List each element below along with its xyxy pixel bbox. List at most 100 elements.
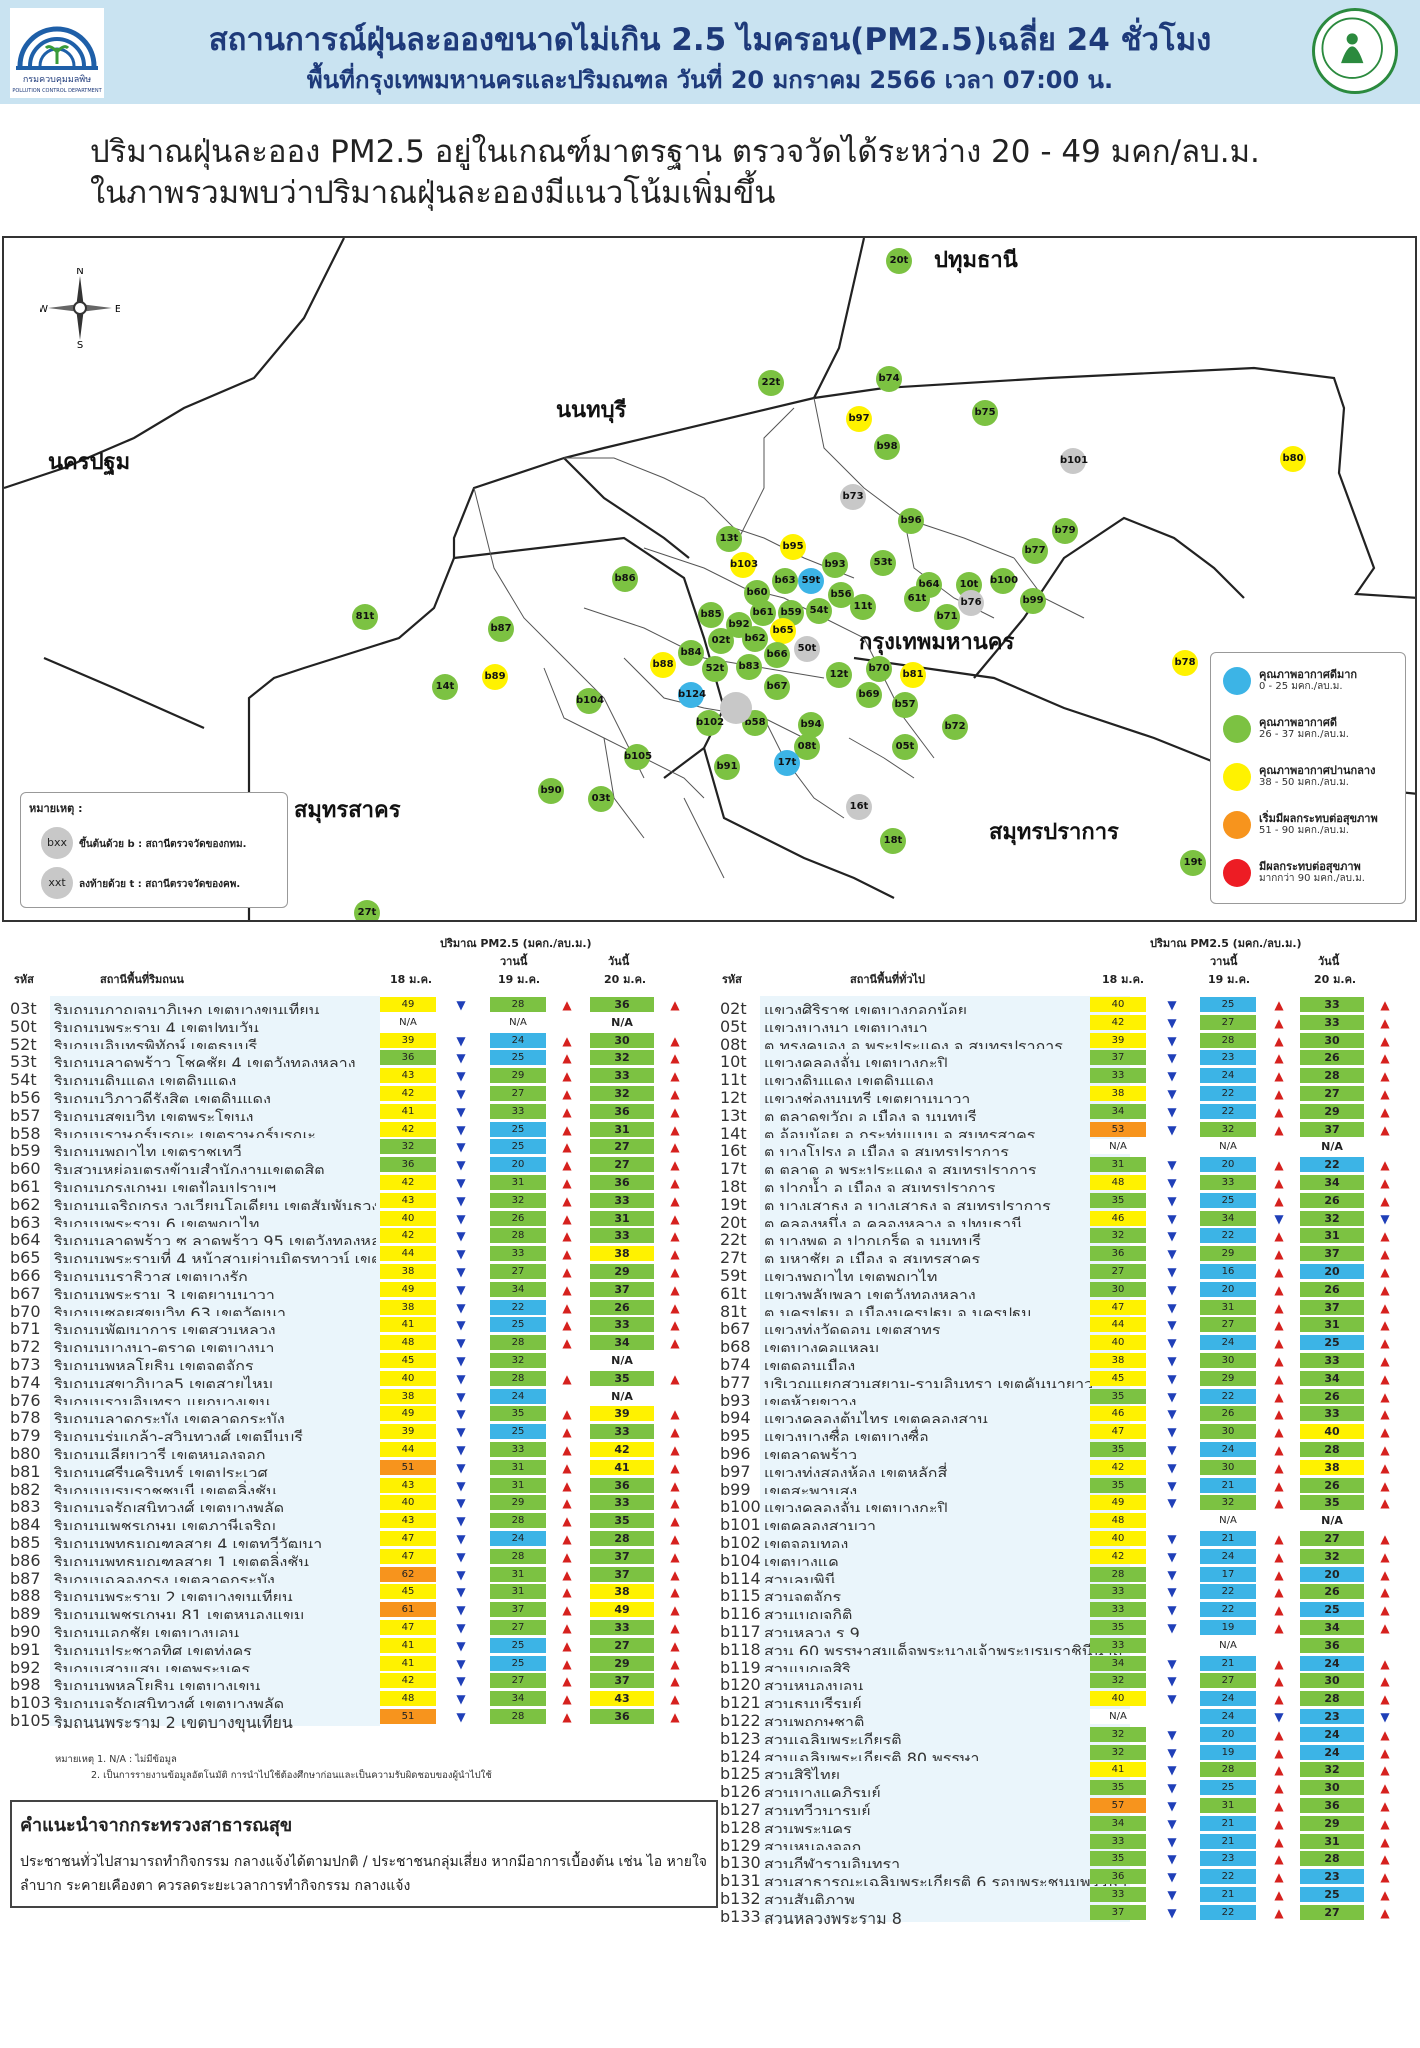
table-row: 20t ต.คลองหนึ่ง อ.คลองหลวง จ.ปทุมธานี 46 34… xyxy=(720,1209,1390,1234)
trend-up-icon: ▲ xyxy=(670,1051,680,1066)
station-code: b64 xyxy=(10,1230,41,1250)
row-background xyxy=(50,1636,380,1655)
pm25-value-d20: 22 xyxy=(1300,1157,1364,1173)
pm25-value-d19: 34 xyxy=(490,1281,546,1297)
row-background xyxy=(760,1636,1130,1655)
pm25-value-d20: 36 xyxy=(1300,1637,1364,1653)
pm25-value-d19: 27 xyxy=(1200,1673,1256,1689)
pm25-value-d19: 33 xyxy=(490,1442,546,1457)
pm25-value-d20: 33 xyxy=(590,1317,654,1333)
row-background xyxy=(50,1209,380,1228)
trend-up-icon: ▲ xyxy=(1274,1621,1284,1635)
pm25-value-d19: 30 xyxy=(1200,1459,1256,1475)
row-background xyxy=(760,1156,1130,1174)
trend-down-icon: ▼ xyxy=(1167,1443,1177,1457)
pm25-value-d19: 27 xyxy=(1200,1014,1256,1030)
pm25-value-d20: 26 xyxy=(1300,1192,1364,1208)
station-marker-b83: b83 xyxy=(736,654,762,680)
station-marker-54t: 54t xyxy=(806,598,832,624)
row-background xyxy=(760,1085,1130,1103)
station-code: 61t xyxy=(720,1283,747,1303)
trend-down-icon: ▼ xyxy=(456,1229,466,1244)
legend-swatch xyxy=(1223,811,1251,839)
pm25-value-d18: 37 xyxy=(1090,1050,1146,1066)
pm25-value-d20: 33 xyxy=(1300,997,1364,1012)
row-background xyxy=(50,1316,380,1335)
legend-swatch xyxy=(1223,763,1251,791)
trend-down-icon: ▼ xyxy=(1380,1710,1390,1724)
pm25-value-d20: 35 xyxy=(590,1513,654,1529)
table-row: b133 สวนหลวงพระราม 8 37 22 27 ▼ ▲ ▲ xyxy=(720,1903,1390,1928)
pm25-value-d20: 28 xyxy=(1300,1691,1364,1707)
trend-down-icon: ▼ xyxy=(1167,1104,1177,1119)
trend-down-icon: ▼ xyxy=(1167,1460,1177,1475)
legend-range: 51 - 90 มคก./ลบ.ม. xyxy=(1259,825,1349,836)
row-background xyxy=(50,1601,380,1619)
station-marker-b105: b105 xyxy=(624,744,652,770)
trend-up-icon: ▲ xyxy=(1274,1745,1284,1760)
station-code: b83 xyxy=(10,1497,41,1517)
legend-swatch xyxy=(1223,859,1251,887)
row-background xyxy=(50,996,380,1014)
trend-up-icon: ▲ xyxy=(1274,1336,1284,1351)
pm25-value-d19: 31 xyxy=(490,1584,546,1600)
station-marker-02t: 02t xyxy=(708,628,734,654)
pm25-value-d20: 32 xyxy=(590,1050,654,1066)
legend-range: มากกว่า 90 มคก./ลบ.ม. xyxy=(1259,873,1365,884)
pm25-value-d20: 37 xyxy=(590,1281,654,1297)
trend-up-icon: ▲ xyxy=(1274,1852,1284,1867)
pm25-value-d18: 38 xyxy=(1090,1086,1146,1101)
pm25-value-d20: N/A xyxy=(1300,1513,1364,1529)
table-row: b96 เขตลาดพร้าว 35 24 28 ▼ ▲ ▲ xyxy=(720,1441,1390,1465)
trend-up-icon: ▲ xyxy=(562,1692,572,1707)
pm25-value-d18: 36 xyxy=(380,1050,436,1066)
pm25-value-d18: 57 xyxy=(1090,1798,1146,1813)
trend-down-icon: ▼ xyxy=(456,1656,466,1671)
pm25-value-d18: 39 xyxy=(380,1032,436,1048)
trend-up-icon: ▲ xyxy=(1380,1193,1390,1208)
trend-up-icon: ▲ xyxy=(562,1247,572,1262)
pm25-value-d18: 42 xyxy=(380,1673,436,1689)
pm25-value-d19: 28 xyxy=(490,1335,546,1351)
pm25-value-d20: 33 xyxy=(590,1620,654,1635)
station-marker-81t: 81t xyxy=(352,604,378,630)
legend-title: เริ่มมีผลกระทบต่อสุขภาพ xyxy=(1259,812,1378,825)
table-row: b93 เขตห้วยขวาง 35 22 26 ▼ ▲ ▲ xyxy=(720,1387,1390,1412)
table-row: b128 สวนพระนคร 34 21 29 ▼ ▲ ▲ xyxy=(720,1814,1390,1839)
table-row: b88 ริมถนนพระราม 2 เขตบางขุนเทียน 45 31 38 ▼ ▲… xyxy=(10,1583,680,1607)
trend-up-icon: ▲ xyxy=(1380,998,1390,1012)
legend-range: 26 - 37 มคก./ลบ.ม. xyxy=(1259,729,1349,740)
province-label-samut-prakan: สมุทรปราการ xyxy=(989,820,1119,845)
pm25-value-d20: 36 xyxy=(590,1709,654,1724)
pm25-value-d19: 25 xyxy=(1200,997,1256,1012)
pm25-value-d20: 33 xyxy=(1300,1406,1364,1422)
trend-up-icon: ▲ xyxy=(1274,1496,1284,1511)
pm25-value-d19: 29 xyxy=(490,1495,546,1511)
table-row: b124 สวนเฉลิมพระเกียรติ 80 พรรษา 32 19 24 ▼ ▲ ▲ xyxy=(720,1743,1390,1768)
pm25-value-d20: 33 xyxy=(1300,1014,1364,1030)
trend-up-icon: ▲ xyxy=(1380,1300,1390,1315)
pm25-value-d19: 25 xyxy=(490,1121,546,1137)
row-background xyxy=(760,1814,1130,1833)
row-background xyxy=(50,1298,380,1317)
pm25-value-d19: 30 xyxy=(1200,1353,1256,1368)
trend-down-icon: ▼ xyxy=(1167,1247,1177,1262)
station-marker-b65: b65 xyxy=(770,618,796,644)
table-row: b103 ริมถนนจรัญสนิทวงศ์ เขตบางพลัด 48 34 43 ▼… xyxy=(10,1690,680,1714)
pm25-value-d19: 24 xyxy=(490,1531,546,1546)
trend-up-icon: ▲ xyxy=(670,1425,680,1440)
station-marker-b85: b85 xyxy=(698,602,724,628)
pm25-value-d18: 46 xyxy=(1090,1210,1146,1226)
pm25-value-d18: 40 xyxy=(380,1495,436,1511)
table-row: b57 ริมถนนสุขุมวิท เขตพระโขนง 41 33 36 ▼ ▲ ▲ xyxy=(10,1102,680,1127)
trend-up-icon: ▲ xyxy=(1380,1460,1390,1475)
trend-down-icon: ▼ xyxy=(456,1407,466,1422)
pm25-value-d20: 37 xyxy=(590,1673,654,1689)
row-background xyxy=(760,1387,1130,1406)
left-col-code: รหัส xyxy=(14,973,34,986)
trend-up-icon: ▲ xyxy=(1274,1069,1284,1084)
trend-up-icon: ▲ xyxy=(1380,1443,1390,1457)
table-row: b114 สวนลุมพินี 28 17 20 ▼ ▲ ▲ xyxy=(720,1565,1390,1590)
pm25-value-d18: 35 xyxy=(1090,1388,1146,1404)
pm25-value-d20: 31 xyxy=(590,1210,654,1226)
